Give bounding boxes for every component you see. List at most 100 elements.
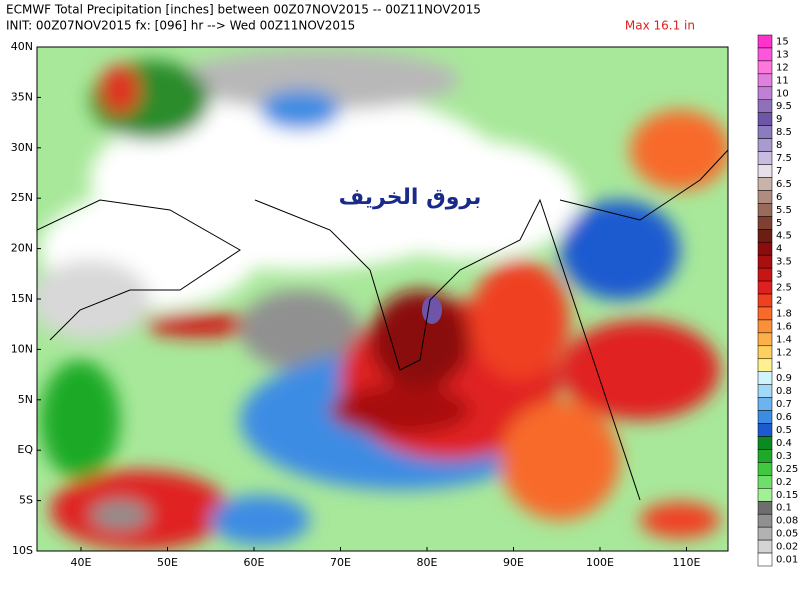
colorbar-swatch xyxy=(757,410,773,424)
colorbar-swatch xyxy=(757,306,773,321)
colorbar-swatch xyxy=(757,539,773,554)
colorbar-label: 0.9 xyxy=(776,373,792,384)
lat-label: 15N xyxy=(11,292,33,305)
colorbar-swatch xyxy=(757,125,773,139)
lat-label: 25N xyxy=(11,191,33,204)
colorbar-swatch xyxy=(757,177,773,191)
colorbar-label: 11 xyxy=(776,75,789,86)
colorbar-swatch xyxy=(757,319,773,334)
colorbar-label: 7.5 xyxy=(776,153,792,164)
colorbar-label: 6 xyxy=(776,192,782,203)
colorbar-label: 1.8 xyxy=(776,308,792,319)
colorbar-label: 0.08 xyxy=(776,516,798,527)
watermark: بروق الخريف xyxy=(339,185,482,210)
colorbar-label: 3 xyxy=(776,270,782,281)
colorbar-label: 15 xyxy=(776,36,789,47)
colorbar-label: 10 xyxy=(776,88,789,99)
colorbar-swatch xyxy=(757,34,773,49)
colorbar-label: 0.8 xyxy=(776,386,792,397)
colorbar-label: 0.01 xyxy=(776,555,798,566)
colorbar-label: 8.5 xyxy=(776,127,792,138)
lon-label: 50E xyxy=(157,556,178,569)
colorbar-swatch xyxy=(757,462,773,476)
colorbar-swatch xyxy=(757,280,773,295)
colorbar-swatch xyxy=(757,449,773,463)
colorbar-label: 0.25 xyxy=(776,464,798,475)
lat-label: EQ xyxy=(17,443,33,456)
lat-label: 5S xyxy=(19,494,33,507)
lon-label: 70E xyxy=(330,556,351,569)
colorbar-swatch xyxy=(757,216,773,230)
colorbar-swatch xyxy=(757,86,773,101)
colorbar-swatch xyxy=(757,332,773,347)
colorbar-swatch xyxy=(757,513,773,528)
colorbar-swatch xyxy=(757,488,773,502)
colorbar-label: 7 xyxy=(776,166,782,177)
colorbar-swatch xyxy=(757,47,773,62)
colorbar-label: 1 xyxy=(776,360,782,371)
lat-label: 5N xyxy=(18,393,33,406)
colorbar-swatch xyxy=(757,99,773,113)
colorbar-swatch xyxy=(757,241,773,256)
max-value: Max 16.1 in xyxy=(625,19,695,33)
colorbar-label: 13 xyxy=(776,49,789,60)
colorbar-label: 3.5 xyxy=(776,257,792,268)
colorbar-label: 0.3 xyxy=(776,451,792,462)
colorbar-swatch xyxy=(757,384,773,398)
colorbar-label: 0.15 xyxy=(776,490,798,501)
lat-label: 10S xyxy=(12,544,33,557)
colorbar-swatch xyxy=(757,423,773,437)
colorbar-label: 2 xyxy=(776,296,782,307)
colorbar-swatch xyxy=(757,138,773,152)
colorbar-swatch xyxy=(757,73,773,88)
colorbar-label: 5 xyxy=(776,218,782,229)
colorbar-swatch xyxy=(757,371,773,385)
lon-label: 60E xyxy=(244,556,265,569)
colorbar-swatch xyxy=(757,436,773,450)
colorbar-label: 0.2 xyxy=(776,477,792,488)
colorbar-swatch xyxy=(757,552,773,567)
colorbar-swatch xyxy=(757,203,773,217)
colorbar-label: 0.7 xyxy=(776,399,792,410)
lon-label: 110E xyxy=(673,556,701,569)
colorbar-swatch xyxy=(757,112,773,126)
colorbar-swatch xyxy=(757,151,773,165)
colorbar-swatch xyxy=(757,254,773,269)
colorbar-swatch xyxy=(757,60,773,75)
title-line-1: ECMWF Total Precipitation [inches] betwe… xyxy=(6,3,481,17)
colorbar-label: 0.5 xyxy=(776,425,792,436)
colorbar-label: 0.6 xyxy=(776,412,792,423)
colorbar-swatch xyxy=(757,164,773,178)
colorbar-label: 1.4 xyxy=(776,334,792,345)
colorbar-label: 0.02 xyxy=(776,542,798,553)
colorbar-label: 4 xyxy=(776,244,782,255)
colorbar-swatch xyxy=(757,526,773,541)
colorbar-swatch xyxy=(757,267,773,282)
colorbar-label: 6.5 xyxy=(776,179,792,190)
lon-label: 80E xyxy=(417,556,438,569)
lat-label: 10N xyxy=(11,342,33,355)
colorbar-label: 12 xyxy=(776,62,789,73)
lon-label: 40E xyxy=(71,556,92,569)
colorbar-label: 4.5 xyxy=(776,231,792,242)
colorbar-label: 1.2 xyxy=(776,347,792,358)
colorbar-label: 2.5 xyxy=(776,283,792,294)
colorbar-swatch xyxy=(757,500,773,515)
colorbar-swatch xyxy=(757,475,773,489)
lon-label: 100E xyxy=(586,556,614,569)
colorbar-label: 1.6 xyxy=(776,321,792,332)
colorbar-swatch xyxy=(757,397,773,411)
title-line-2: INIT: 00Z07NOV2015 fx: [096] hr --> Wed … xyxy=(6,19,355,33)
colorbar-swatch xyxy=(757,345,773,360)
lat-label: 20N xyxy=(11,242,33,255)
colorbar-label: 9 xyxy=(776,114,782,125)
lat-label: 40N xyxy=(11,40,33,53)
colorbar-swatch xyxy=(757,190,773,204)
lat-label: 35N xyxy=(11,90,33,103)
colorbar-label: 8 xyxy=(776,140,782,151)
colorbar-label: 0.1 xyxy=(776,503,792,514)
colorbar-swatch xyxy=(757,293,773,308)
colorbar-swatch xyxy=(757,229,773,243)
colorbar-label: 5.5 xyxy=(776,205,792,216)
